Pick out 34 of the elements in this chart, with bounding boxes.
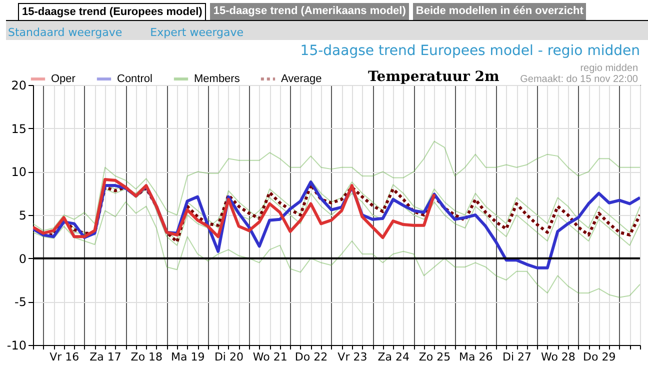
- chart-title: 15-daagse trend Europees model - regio midden: [300, 43, 640, 59]
- chart-subtitle: Temperatuur 2m: [368, 69, 500, 85]
- y-tick-label: 15: [11, 122, 26, 136]
- y-tick-label: 0: [18, 252, 26, 266]
- y-tick-label: 20: [11, 78, 26, 92]
- x-tick-label: Zo 18: [130, 350, 163, 364]
- text: Standaard weergave: [8, 26, 122, 39]
- text: 15-daagse trend (Amerikaans model): [210, 3, 409, 22]
- x-tick-label: Ma 26: [459, 350, 493, 364]
- legend-label: Average: [281, 73, 322, 85]
- y-tick-label: 5: [18, 208, 26, 222]
- x-tick-label: Do 22: [294, 350, 328, 364]
- y-tick-label: -10: [6, 338, 26, 352]
- text: Gemaakt: do 15 nov 22:00: [520, 74, 638, 85]
- legend-label: Members: [194, 73, 240, 85]
- x-tick-label: Zo 25: [418, 350, 451, 364]
- x-tick-label: Vr 16: [50, 350, 80, 364]
- x-tick-label: Za 17: [90, 350, 122, 364]
- y-tick-label: 10: [11, 165, 26, 180]
- x-tick-label: Wo 28: [540, 350, 576, 364]
- text: Beide modellen in één overzicht: [412, 3, 586, 22]
- x-tick-label: Za 24: [378, 350, 410, 364]
- x-tick-label: Di 20: [214, 350, 244, 364]
- x-tick-label: Wo 21: [252, 350, 288, 364]
- text: Expert weergave: [150, 26, 244, 39]
- legend-label: Oper: [51, 73, 76, 85]
- text: 15-daagse trend (Europees model): [18, 3, 206, 23]
- text: regio midden: [580, 63, 638, 74]
- x-tick-label: Vr 23: [338, 350, 368, 364]
- y-tick-label: -5: [14, 295, 26, 310]
- x-tick-label: Do 29: [582, 350, 616, 364]
- x-tick-label: Ma 19: [170, 350, 205, 364]
- x-tick-label: Di 27: [502, 350, 532, 364]
- legend-label: Control: [117, 73, 152, 85]
